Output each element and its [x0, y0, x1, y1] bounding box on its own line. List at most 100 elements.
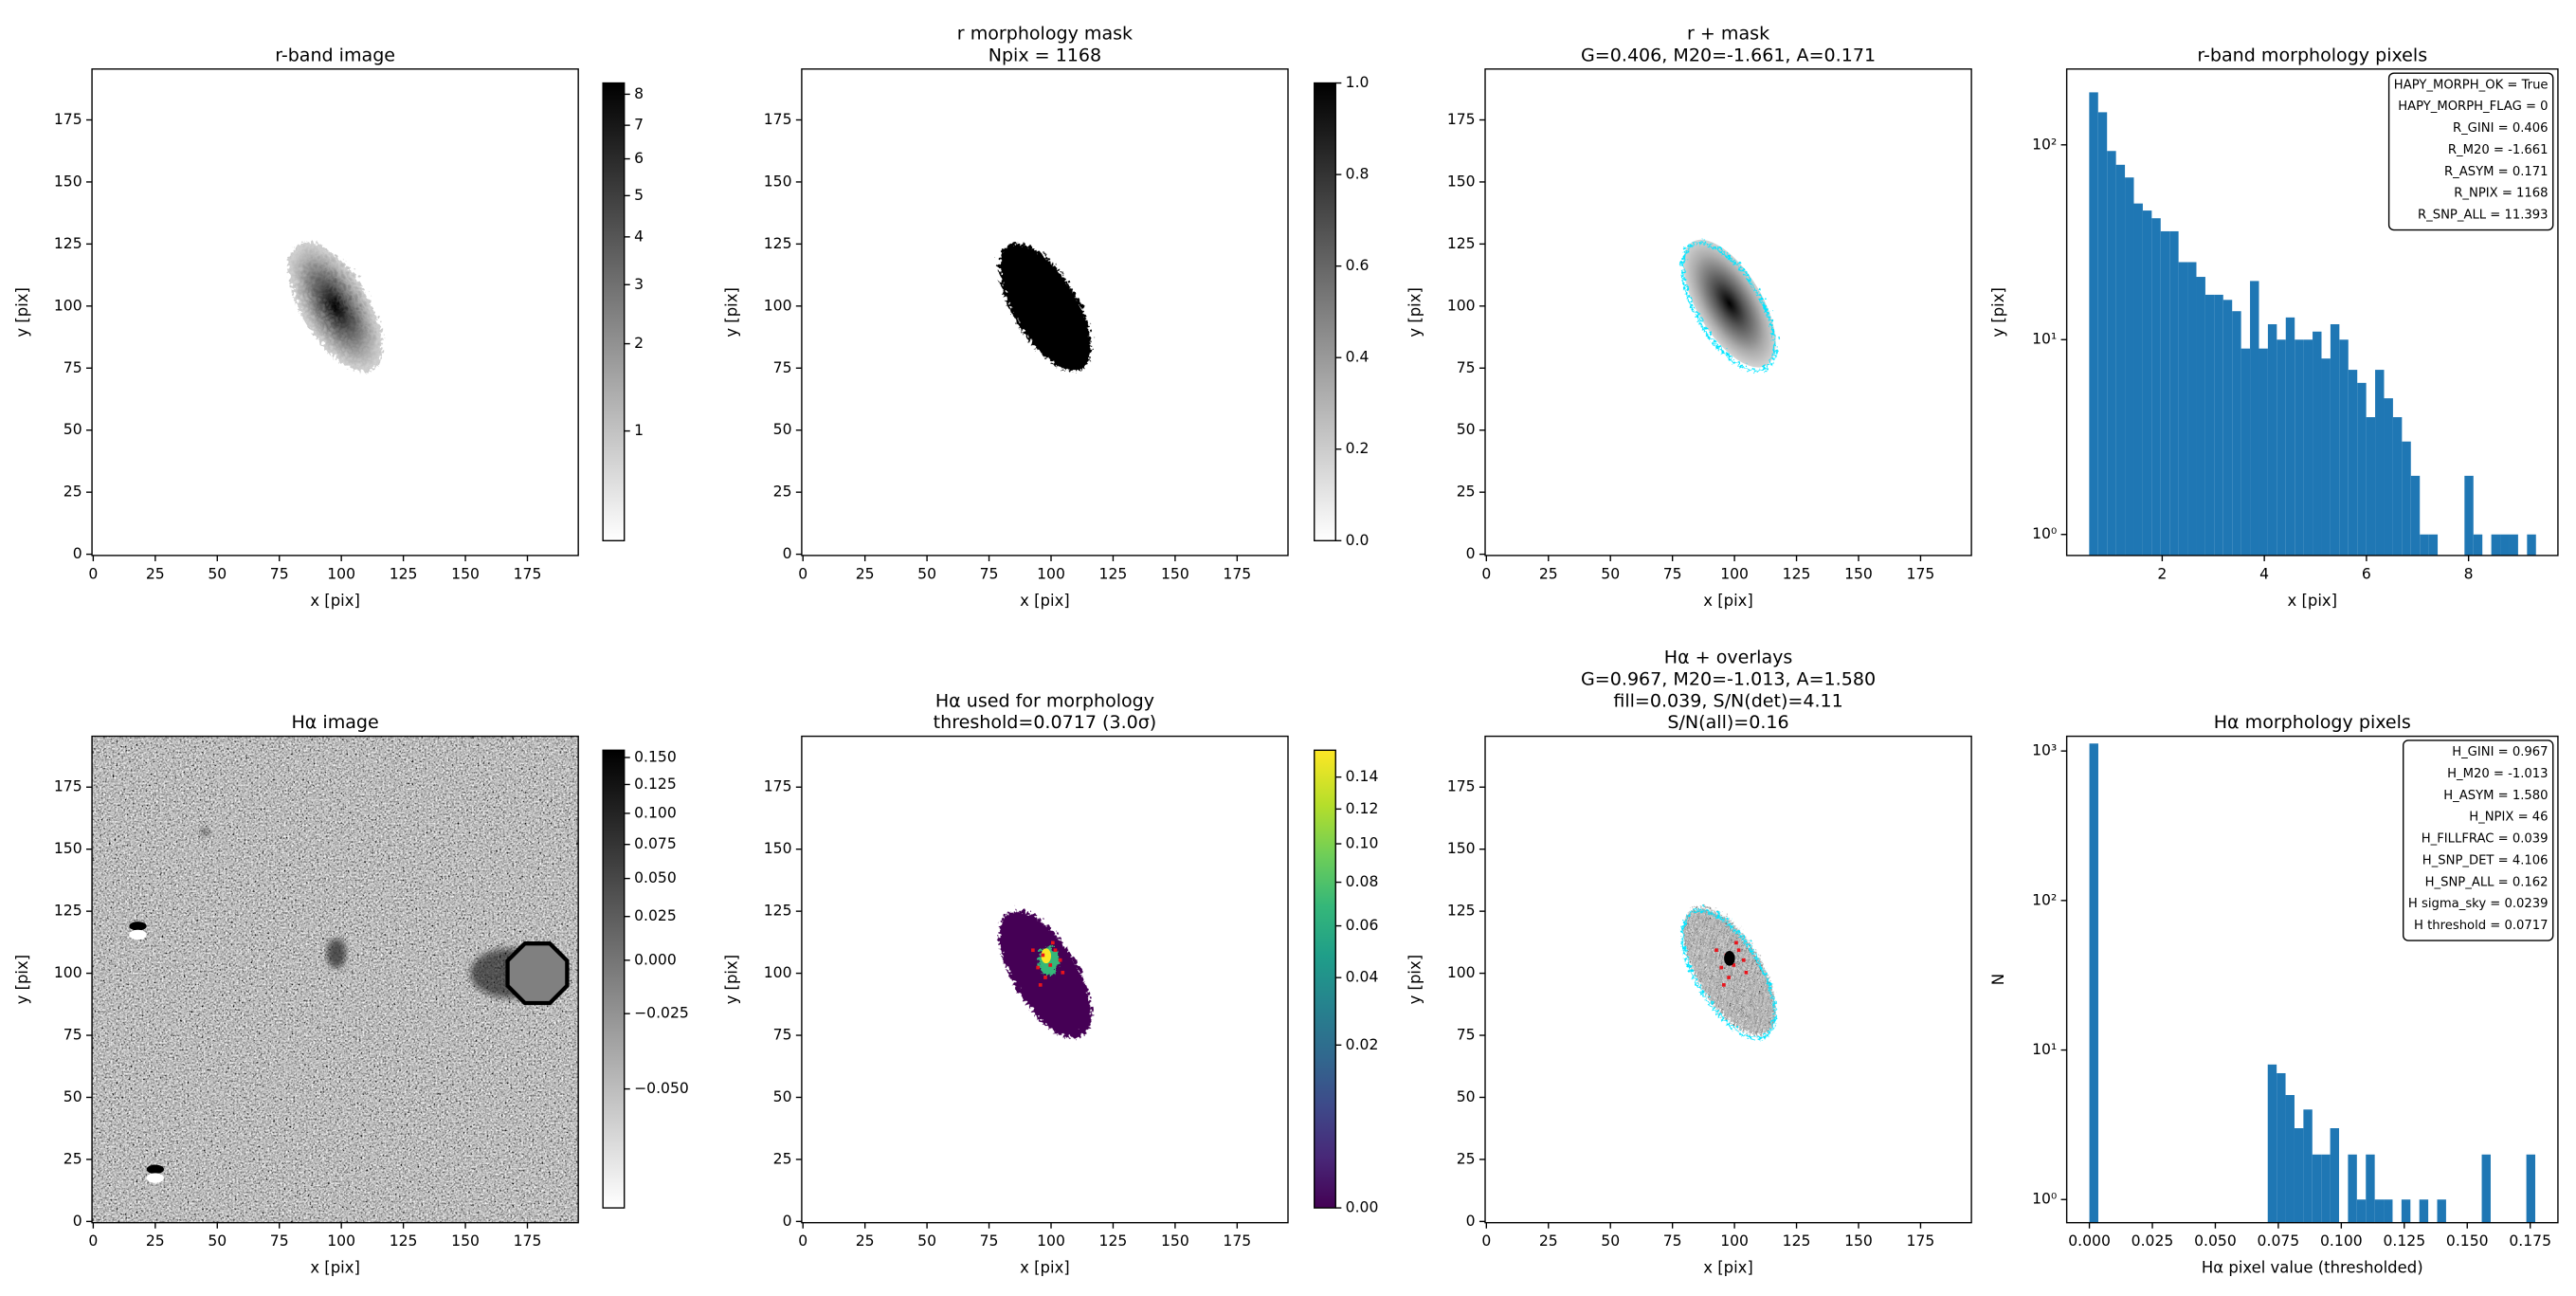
colorbar-tick-label: 0.150	[634, 748, 677, 765]
y-axis-label: y [pix]	[723, 287, 741, 338]
y-tick-label: 175	[1447, 111, 1476, 128]
x-tick-label: 25	[146, 565, 165, 582]
x-tick-label: 50	[208, 565, 227, 582]
x-tick-label: 125	[390, 1232, 418, 1250]
x-tick-label: 150	[451, 565, 480, 582]
plot-area	[92, 736, 579, 1223]
x-tick-label: 100	[1720, 565, 1749, 582]
colorbar-tick-label: 0.000	[634, 951, 677, 968]
annotation-line: H_ASYM = 1.580	[2443, 789, 2548, 803]
colorbar-tick-label: 1.0	[1346, 74, 1370, 91]
y-tick-label: 0	[73, 1213, 82, 1230]
y-tick-label: 100	[54, 297, 82, 314]
histogram-bar	[2151, 218, 2161, 556]
detection-pixel	[1058, 958, 1062, 962]
panel: 0 25 50 75 100 125 150 1750255075100125150175r-…	[13, 45, 644, 609]
x-tick-label: 100	[327, 565, 355, 582]
x-tick-label: 50	[1601, 1232, 1620, 1250]
y-tick-label: 75	[773, 1027, 792, 1044]
y-axis-label: y [pix]	[1406, 955, 1424, 1005]
histogram-bar	[2312, 1154, 2322, 1223]
histogram-bar	[2142, 210, 2152, 556]
y-tick-label: 150	[764, 840, 792, 857]
axes-frame	[2065, 68, 2559, 557]
x-tick-label: 0.075	[2258, 1232, 2300, 1250]
y-tick-label: 150	[764, 173, 792, 190]
histogram-bar	[2509, 534, 2518, 556]
annotation-line: HAPY_MORPH_FLAG = 0	[2398, 100, 2548, 114]
histogram-bar	[2428, 534, 2439, 556]
y-tick-label: 150	[1447, 173, 1476, 190]
y-axis-label: y [pix]	[1406, 287, 1424, 338]
panel-title: fill=0.039, S/N(det)=4.11	[1613, 690, 1842, 711]
x-tick-label: 125	[1099, 1232, 1128, 1250]
y-tick-label: 125	[764, 235, 792, 252]
histogram-bar	[2107, 151, 2116, 556]
panel-title: G=0.967, M20=-1.013, A=1.580	[1581, 668, 1876, 689]
y-tick-label: 25	[773, 484, 792, 501]
colorbar-tick-label: 7	[634, 117, 644, 134]
galaxy	[289, 238, 384, 369]
x-tick-label: 75	[1663, 1232, 1682, 1250]
x-axis-label: x [pix]	[310, 592, 360, 610]
colorbar	[602, 82, 626, 542]
colorbar-tick-label: 0.125	[634, 776, 677, 793]
dark-source	[199, 827, 210, 837]
colorbar	[1314, 82, 1336, 542]
colorbar-tick-label: 0.04	[1346, 969, 1379, 986]
y-tick-label: 50	[63, 1088, 82, 1105]
y-tick-label: 75	[773, 359, 792, 376]
histogram-bar	[2125, 177, 2134, 556]
y-tick-label: 25	[1457, 1150, 1476, 1167]
y-tick-label: 75	[63, 1027, 82, 1044]
colorbar-tick-label: 4	[634, 228, 644, 245]
histogram-bar	[2410, 475, 2421, 556]
panel: 0 25 50 75 100 125 150 175 0 25 50 75 100 125 150 175 Hα…	[723, 690, 1379, 1276]
white-spot	[129, 929, 147, 940]
annotation-line: H_SNP_ALL = 0.162	[2425, 875, 2549, 889]
x-tick-label: 0.175	[2509, 1232, 2551, 1250]
x-tick-label: 6	[2362, 565, 2371, 582]
detection-pixel	[1031, 948, 1035, 953]
panel-title: r-band image	[275, 45, 395, 65]
x-axis-label: Hα pixel value (thresholded)	[2202, 1259, 2423, 1277]
annotation-line: H threshold = 0.0717	[2414, 919, 2548, 933]
x-tick-label: 25	[1539, 1232, 1558, 1250]
histogram-bar	[2089, 743, 2098, 1223]
x-tick-label: 50	[1601, 565, 1620, 582]
histogram-bar	[2419, 1199, 2429, 1223]
plot-area	[801, 68, 1288, 556]
x-tick-label: 150	[451, 1232, 480, 1250]
panel: 0 25 50 75 100 125 150 175 0 25 50 75 100 125 150 175 r …	[1406, 24, 1972, 610]
detection-pixel	[1732, 963, 1736, 967]
mask-contour	[1682, 905, 1777, 1036]
histogram-bar	[2374, 1199, 2385, 1223]
colorbar-tick-label: 0.06	[1346, 917, 1379, 934]
histogram-bar	[2169, 230, 2179, 556]
y-tick-label: 125	[1447, 903, 1476, 920]
panel-title: r morphology mask	[957, 24, 1133, 45]
colorbar-tick-label: 0.6	[1346, 257, 1370, 274]
histogram-bar	[2089, 92, 2098, 556]
y-tick-label: 0	[783, 1213, 792, 1230]
y-axis-label: N	[1989, 974, 2007, 985]
y-tick-label: 75	[63, 359, 82, 376]
panel-title: Hα used for morphology	[935, 690, 1154, 711]
axes-frame	[2065, 735, 2559, 1224]
y-tick-label: 175	[54, 111, 82, 128]
histogram-bar	[2232, 311, 2241, 556]
y-tick-label: 175	[1447, 778, 1476, 795]
colorbar-tick-label: 0.100	[634, 804, 677, 821]
histogram-bar	[2366, 1154, 2375, 1223]
histogram-bar	[2526, 1154, 2536, 1223]
colorbar-tick-label: 2	[634, 335, 644, 352]
annotation: H_GINI = 0.967 H_M20 = -1.013 H_ASYM = 1.5…	[2403, 739, 2554, 941]
histogram-bar	[2178, 262, 2188, 556]
histogram-bar	[2384, 1199, 2393, 1223]
x-axis-label: x [pix]	[1703, 1259, 1753, 1277]
y-tick-label: 150	[54, 840, 82, 857]
y-tick-label: 0	[73, 545, 82, 562]
colorbar-tick-label: 0.4	[1346, 349, 1370, 366]
histogram-bar	[2500, 534, 2510, 556]
x-tick-label: 25	[856, 1232, 875, 1250]
